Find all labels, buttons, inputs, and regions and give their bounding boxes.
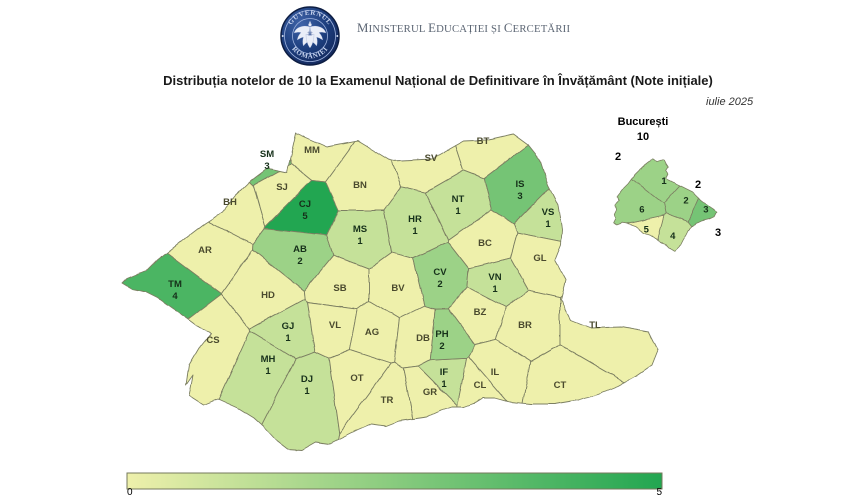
svg-text:GL: GL bbox=[533, 253, 546, 264]
svg-text:2: 2 bbox=[683, 196, 688, 207]
svg-text:1: 1 bbox=[661, 176, 667, 187]
svg-text:2: 2 bbox=[437, 279, 442, 290]
svg-text:AG: AG bbox=[365, 327, 379, 338]
svg-text:VL: VL bbox=[329, 320, 341, 331]
svg-text:1: 1 bbox=[357, 236, 363, 247]
svg-text:IF: IF bbox=[440, 367, 449, 378]
svg-text:1: 1 bbox=[265, 366, 271, 377]
svg-text:2: 2 bbox=[297, 256, 302, 267]
svg-text:HD: HD bbox=[261, 290, 275, 301]
svg-text:DJ: DJ bbox=[301, 374, 313, 385]
svg-text:CT: CT bbox=[554, 380, 567, 391]
svg-text:SM: SM bbox=[260, 149, 274, 160]
svg-text:1: 1 bbox=[441, 379, 447, 390]
svg-text:BR: BR bbox=[518, 320, 532, 331]
svg-text:1: 1 bbox=[285, 333, 291, 344]
svg-text:CS: CS bbox=[206, 335, 219, 346]
svg-text:1: 1 bbox=[455, 206, 461, 217]
svg-text:SV: SV bbox=[425, 153, 438, 164]
svg-text:4: 4 bbox=[172, 291, 178, 302]
svg-text:6: 6 bbox=[639, 205, 644, 216]
svg-text:IL: IL bbox=[491, 367, 500, 378]
svg-text:TL: TL bbox=[589, 320, 601, 331]
svg-text:1: 1 bbox=[412, 226, 418, 237]
svg-text:3: 3 bbox=[703, 205, 708, 216]
svg-text:CV: CV bbox=[433, 267, 447, 278]
svg-text:1: 1 bbox=[545, 219, 551, 230]
svg-text:GJ: GJ bbox=[282, 321, 295, 332]
svg-text:BC: BC bbox=[478, 238, 492, 249]
svg-text:TM: TM bbox=[168, 279, 182, 290]
svg-text:GR: GR bbox=[423, 387, 437, 398]
svg-text:3: 3 bbox=[264, 161, 269, 172]
svg-text:5: 5 bbox=[656, 487, 662, 498]
svg-text:BV: BV bbox=[391, 283, 405, 294]
svg-text:1: 1 bbox=[492, 284, 498, 295]
svg-text:MM: MM bbox=[304, 145, 320, 156]
svg-text:2: 2 bbox=[695, 179, 701, 191]
svg-text:CJ: CJ bbox=[299, 199, 311, 210]
svg-text:CL: CL bbox=[474, 380, 487, 391]
svg-text:1: 1 bbox=[304, 386, 310, 397]
svg-text:DB: DB bbox=[416, 333, 430, 344]
svg-text:AR: AR bbox=[198, 245, 212, 256]
svg-text:IS: IS bbox=[516, 179, 525, 190]
svg-text:MS: MS bbox=[353, 224, 367, 235]
svg-text:BZ: BZ bbox=[474, 307, 487, 318]
svg-text:HR: HR bbox=[408, 214, 422, 225]
svg-text:2: 2 bbox=[439, 341, 444, 352]
svg-text:4: 4 bbox=[670, 231, 676, 242]
svg-text:BT: BT bbox=[477, 136, 490, 147]
svg-text:MH: MH bbox=[261, 354, 276, 365]
svg-text:0: 0 bbox=[127, 487, 133, 498]
svg-text:SB: SB bbox=[333, 283, 346, 294]
svg-text:VN: VN bbox=[488, 272, 501, 283]
svg-text:București: București bbox=[618, 116, 669, 128]
svg-text:PH: PH bbox=[435, 329, 448, 340]
svg-text:TR: TR bbox=[381, 395, 394, 406]
svg-text:NT: NT bbox=[452, 194, 465, 205]
svg-text:BH: BH bbox=[223, 197, 237, 208]
svg-text:BN: BN bbox=[353, 180, 367, 191]
svg-text:SJ: SJ bbox=[276, 182, 288, 193]
svg-text:VS: VS bbox=[542, 207, 555, 218]
svg-text:3: 3 bbox=[517, 191, 522, 202]
svg-text:5: 5 bbox=[302, 211, 308, 222]
svg-text:OT: OT bbox=[350, 373, 363, 384]
svg-text:2: 2 bbox=[615, 151, 621, 163]
svg-text:5: 5 bbox=[644, 224, 650, 235]
svg-text:10: 10 bbox=[637, 131, 649, 143]
svg-text:3: 3 bbox=[715, 227, 721, 239]
svg-text:AB: AB bbox=[293, 244, 307, 255]
